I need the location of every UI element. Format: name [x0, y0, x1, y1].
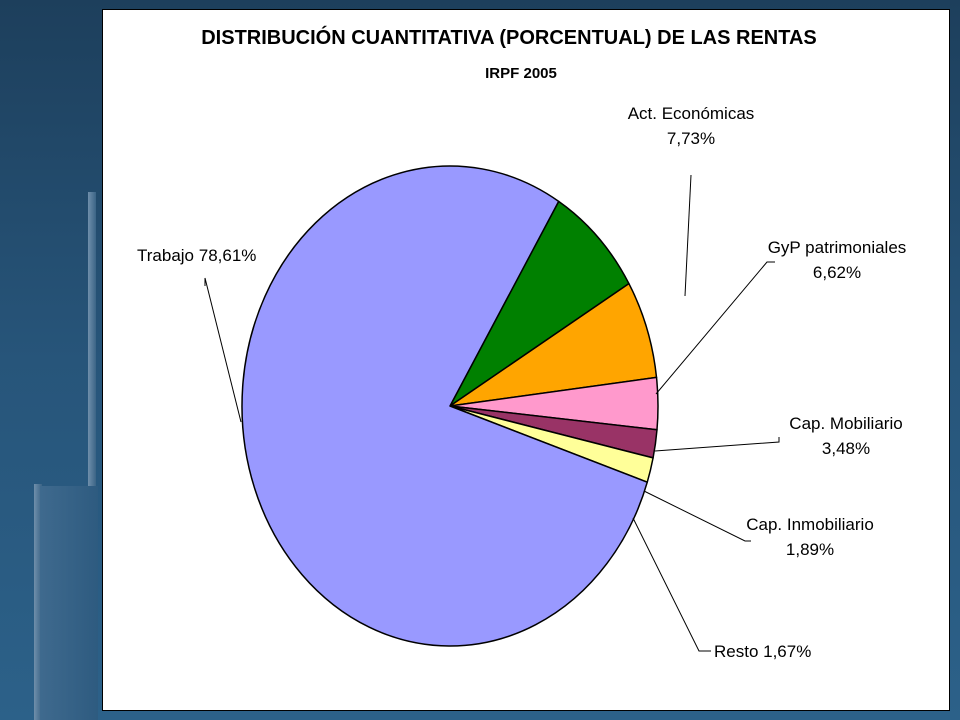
background-block [40, 486, 98, 720]
slice-label: GyP patrimoniales 6,62% [768, 238, 907, 282]
slice-label: Trabajo 78,61% [137, 246, 256, 265]
chart-title: DISTRIBUCIÓN CUANTITATIVA (PORCENTUAL) D… [201, 25, 817, 49]
slice-label: Cap. Mobiliario 3,48% [789, 414, 902, 458]
leader-line [204, 277, 242, 423]
slice-label-line: 6,62% [813, 263, 861, 282]
slice-label-line: Act. Económicas [628, 104, 755, 123]
chart-panel: DISTRIBUCIÓN CUANTITATIVA (PORCENTUAL) D… [102, 9, 950, 711]
leader-line [684, 174, 692, 297]
slice-label: Resto 1,67% [714, 642, 811, 661]
slice-label-line: 1,89% [786, 540, 834, 559]
slice-label-line: Cap. Inmobiliario [746, 515, 874, 534]
slice-label-line: 3,48% [822, 439, 870, 458]
slice-label: Cap. Inmobiliario 1,89% [746, 515, 874, 559]
pie-chart: DISTRIBUCIÓN CUANTITATIVA (PORCENTUAL) D… [137, 25, 907, 661]
slice-label-line: Cap. Mobiliario [789, 414, 902, 433]
leader-line [632, 517, 711, 652]
pie-slice [241, 165, 648, 647]
slice-label-line: GyP patrimoniales [768, 238, 907, 257]
slice-label: Act. Económicas 7,73% [628, 104, 755, 148]
slice-label-line: Trabajo 78,61% [137, 246, 256, 265]
pie-slice [449, 200, 630, 407]
leader-line [643, 490, 751, 542]
background-stripe [34, 484, 42, 720]
background-stripe [88, 192, 96, 720]
leader-line [654, 437, 780, 452]
chart-subtitle: IRPF 2005 [485, 65, 557, 82]
leader-line [655, 261, 775, 395]
slice-label-line: 7,73% [667, 129, 715, 148]
slice-label-line: Resto 1,67% [714, 642, 811, 661]
